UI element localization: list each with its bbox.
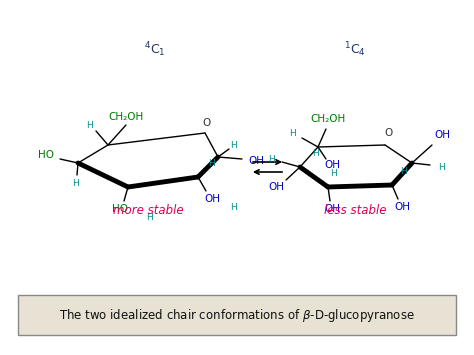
Text: H: H <box>146 213 154 222</box>
Text: OH: OH <box>324 160 340 170</box>
Text: OH: OH <box>248 156 264 166</box>
Text: OH: OH <box>204 194 220 204</box>
Text: O: O <box>203 118 211 128</box>
Text: OH: OH <box>394 202 410 212</box>
Text: H: H <box>209 158 215 168</box>
Text: The two idealized chair conformations of $\beta$-D-glucopyranose: The two idealized chair conformations of… <box>59 306 415 323</box>
Text: H: H <box>231 202 237 212</box>
Text: CH₂OH: CH₂OH <box>310 114 346 124</box>
Text: OH: OH <box>268 182 284 192</box>
Text: H: H <box>73 179 79 187</box>
Text: H: H <box>331 169 337 178</box>
Text: O: O <box>385 128 393 138</box>
Text: H: H <box>401 166 407 175</box>
Text: H: H <box>87 120 93 130</box>
Text: $^1$C$_4$: $^1$C$_4$ <box>344 41 366 59</box>
Text: less stable: less stable <box>324 203 386 217</box>
Text: CH₂OH: CH₂OH <box>109 112 144 122</box>
Text: HO: HO <box>112 204 128 214</box>
Text: OH: OH <box>434 130 450 140</box>
Bar <box>18 295 456 335</box>
Text: H: H <box>269 154 275 164</box>
Text: H: H <box>438 163 446 171</box>
Text: H: H <box>313 148 319 158</box>
Text: more stable: more stable <box>113 203 183 217</box>
Text: H: H <box>231 141 237 149</box>
Text: OH: OH <box>324 204 340 214</box>
Text: H: H <box>290 129 296 137</box>
Text: $^4$C$_1$: $^4$C$_1$ <box>144 41 166 59</box>
Text: HO: HO <box>38 150 54 160</box>
